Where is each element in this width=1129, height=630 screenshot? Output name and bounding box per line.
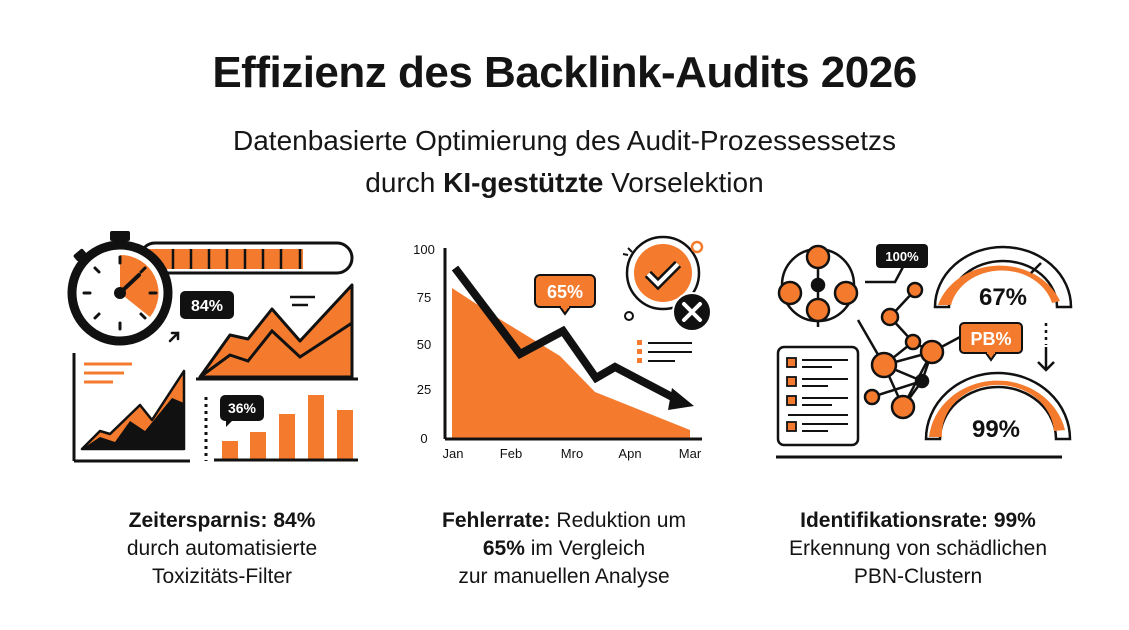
legend-list-icon bbox=[637, 340, 692, 363]
caption-identification-rate: Identifikationsrate: 99% Erkennung von s… bbox=[788, 509, 1047, 588]
svg-text:65%: 65% bbox=[547, 282, 583, 302]
svg-text:Feb: Feb bbox=[500, 446, 522, 461]
network-graph-icon bbox=[856, 281, 961, 420]
svg-text:99%: 99% bbox=[972, 416, 1020, 443]
svg-text:Mar: Mar bbox=[679, 446, 702, 461]
x-circle-icon bbox=[672, 292, 712, 332]
check-circle-icon bbox=[622, 235, 704, 321]
svg-text:36%: 36% bbox=[228, 400, 257, 416]
y-axis-labels: 100 75 50 25 0 bbox=[413, 242, 435, 446]
area-chart-icon bbox=[196, 283, 358, 381]
bar-chart-icon: 36% bbox=[214, 395, 358, 462]
svg-text:25: 25 bbox=[417, 382, 431, 397]
down-arrow-icon bbox=[1037, 323, 1055, 372]
cluster-icon bbox=[777, 244, 859, 327]
subtitle-line-1: Datenbasierte Optimierung des Audit-Proz… bbox=[233, 125, 896, 156]
panel-error-rate: 100 75 50 25 0 Jan Feb Mro Apn Mar bbox=[410, 230, 720, 470]
arrow-up-right-icon bbox=[168, 331, 180, 343]
panel-identification-rate: 100% bbox=[760, 225, 1080, 470]
stopwatch-icon bbox=[67, 231, 173, 346]
page-title: Effizienz des Backlink-Audits 2026 bbox=[212, 48, 917, 97]
stacked-area-chart-icon bbox=[72, 353, 190, 463]
svg-text:PB%: PB% bbox=[970, 329, 1011, 349]
caption-error-rate: Fehlerrate: Reduktion um 65% im Vergleic… bbox=[442, 509, 686, 588]
error-rate-chart: 100 75 50 25 0 Jan Feb Mro Apn Mar bbox=[413, 242, 702, 461]
caption-time-savings: Zeitersparnis: 84% durch automatisierte … bbox=[126, 509, 318, 588]
svg-text:75: 75 bbox=[417, 290, 431, 305]
gauge-67: 67% bbox=[933, 245, 1073, 311]
gauge-99: 99% bbox=[924, 371, 1072, 443]
svg-text:100%: 100% bbox=[885, 249, 919, 264]
panel-time-savings: 84% bbox=[60, 225, 370, 465]
svg-text:84%: 84% bbox=[191, 298, 223, 315]
progress-bar bbox=[138, 241, 354, 275]
badge-pb: PB% bbox=[959, 322, 1023, 362]
checklist-icon bbox=[776, 345, 860, 447]
svg-text:Jan: Jan bbox=[443, 446, 464, 461]
svg-text:Apn: Apn bbox=[618, 446, 641, 461]
badge-84: 84% bbox=[180, 291, 234, 319]
svg-text:50: 50 bbox=[417, 337, 431, 352]
svg-text:100: 100 bbox=[413, 242, 435, 257]
svg-text:Mro: Mro bbox=[561, 446, 583, 461]
trend-line bbox=[451, 265, 680, 404]
subtitle-line-2: durch KI-gestützte Vorselektion bbox=[365, 167, 764, 198]
x-axis-labels: Jan Feb Mro Apn Mar bbox=[443, 446, 702, 461]
svg-text:0: 0 bbox=[420, 431, 427, 446]
svg-text:67%: 67% bbox=[979, 284, 1027, 311]
badge-65: 65% bbox=[534, 274, 596, 316]
trend-arrow-icon bbox=[668, 388, 694, 410]
error-area bbox=[452, 288, 690, 438]
page-subtitle: Datenbasierte Optimierung des Audit-Proz… bbox=[0, 120, 1129, 204]
badge-100: 100% bbox=[865, 244, 928, 284]
